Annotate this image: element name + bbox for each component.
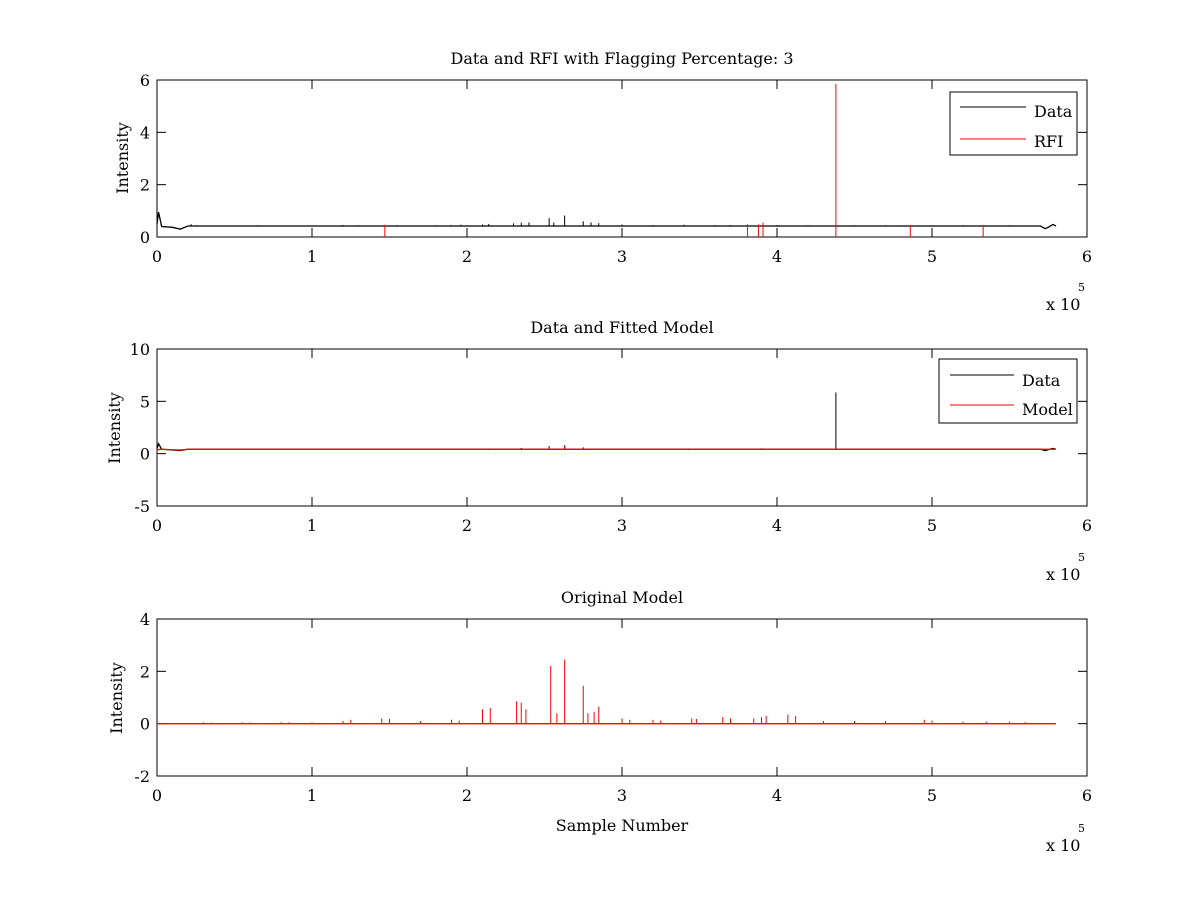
x-tick-label: 0 — [152, 247, 162, 266]
legend-box — [938, 358, 1078, 424]
exponent-label: x 10 5 — [1046, 281, 1085, 314]
subplot-title: Data and RFI with Flagging Percentage: 3 — [450, 49, 793, 68]
x-tick-label: 6 — [1082, 786, 1092, 805]
exponent-power: 5 — [1078, 551, 1085, 564]
plot-area — [157, 659, 1056, 725]
y-tick-label: 0 — [140, 715, 150, 734]
legend: Data Model — [938, 358, 1078, 424]
exponent-label: x 10 5 — [1046, 551, 1085, 584]
subplot-title: Data and Fitted Model — [530, 318, 713, 337]
x-tick-label: 2 — [462, 247, 472, 266]
y-tick-label: -5 — [134, 497, 150, 516]
x-tick-label: 2 — [462, 786, 472, 805]
legend-box — [949, 91, 1078, 156]
x-tick-label: 6 — [1082, 516, 1092, 535]
x-tick-label: 0 — [152, 516, 162, 535]
subplot-3: Original Model Intensity Sample Number 0… — [107, 588, 1092, 855]
x-tick-label: 1 — [307, 247, 317, 266]
y-tick-label: 4 — [140, 123, 150, 142]
x-tick-label: 4 — [772, 247, 782, 266]
subplot-2: Data and Fitted Model Intensity 0 1 2 3 4 5 6 -… — [105, 318, 1092, 584]
legend-label-data: Data — [1022, 371, 1061, 390]
x-tick-label: 5 — [927, 247, 937, 266]
legend: Data RFI — [949, 91, 1078, 156]
exponent-power: 5 — [1078, 822, 1085, 835]
y-tick-label: -2 — [134, 767, 150, 786]
exponent-power: 5 — [1078, 281, 1085, 294]
series-line-data — [156, 212, 1057, 230]
x-tick-label: 3 — [617, 786, 627, 805]
exponent-base: x 10 — [1046, 836, 1080, 855]
x-tick-label: 0 — [152, 786, 162, 805]
y-tick-label: 6 — [140, 71, 150, 90]
legend-label-rfi: RFI — [1034, 132, 1063, 151]
subplot-1: Data and RFI with Flagging Percentage: 3… — [113, 49, 1092, 314]
exponent-label: x 10 5 — [1046, 822, 1085, 855]
y-axis-label: Intensity — [113, 122, 132, 194]
x-tick-label: 6 — [1082, 247, 1092, 266]
y-tick-label: 0 — [140, 228, 150, 247]
subplot-title: Original Model — [561, 588, 683, 607]
axes-box — [156, 79, 1088, 238]
x-tick-label: 3 — [617, 247, 627, 266]
y-axis-label: Intensity — [107, 662, 126, 734]
x-tick-label: 1 — [307, 516, 317, 535]
y-tick-label: 4 — [140, 610, 150, 629]
x-tick-label: 5 — [927, 516, 937, 535]
x-axis-label: Sample Number — [556, 816, 689, 835]
y-tick-label: 0 — [140, 445, 150, 464]
legend-label-model: Model — [1022, 400, 1073, 419]
y-tick-label: 2 — [140, 176, 150, 195]
y-tick-label: 10 — [130, 340, 150, 359]
series-line-model — [156, 448, 1056, 451]
x-tick-label: 4 — [772, 786, 782, 805]
ticks: 0 1 2 3 4 5 6 0 2 4 6 — [140, 71, 1092, 266]
legend-label-data: Data — [1034, 102, 1073, 121]
x-tick-label: 4 — [772, 516, 782, 535]
y-axis-label: Intensity — [105, 392, 124, 464]
plot-area — [156, 392, 1057, 452]
axes-box — [156, 618, 1088, 777]
x-tick-label: 5 — [927, 786, 937, 805]
y-tick-label: 2 — [140, 662, 150, 681]
x-tick-label: 1 — [307, 786, 317, 805]
x-tick-label: 3 — [617, 516, 627, 535]
exponent-base: x 10 — [1046, 295, 1080, 314]
plot-area — [156, 83, 1057, 237]
exponent-base: x 10 — [1046, 565, 1080, 584]
y-tick-label: 5 — [140, 392, 150, 411]
x-tick-label: 2 — [462, 516, 472, 535]
